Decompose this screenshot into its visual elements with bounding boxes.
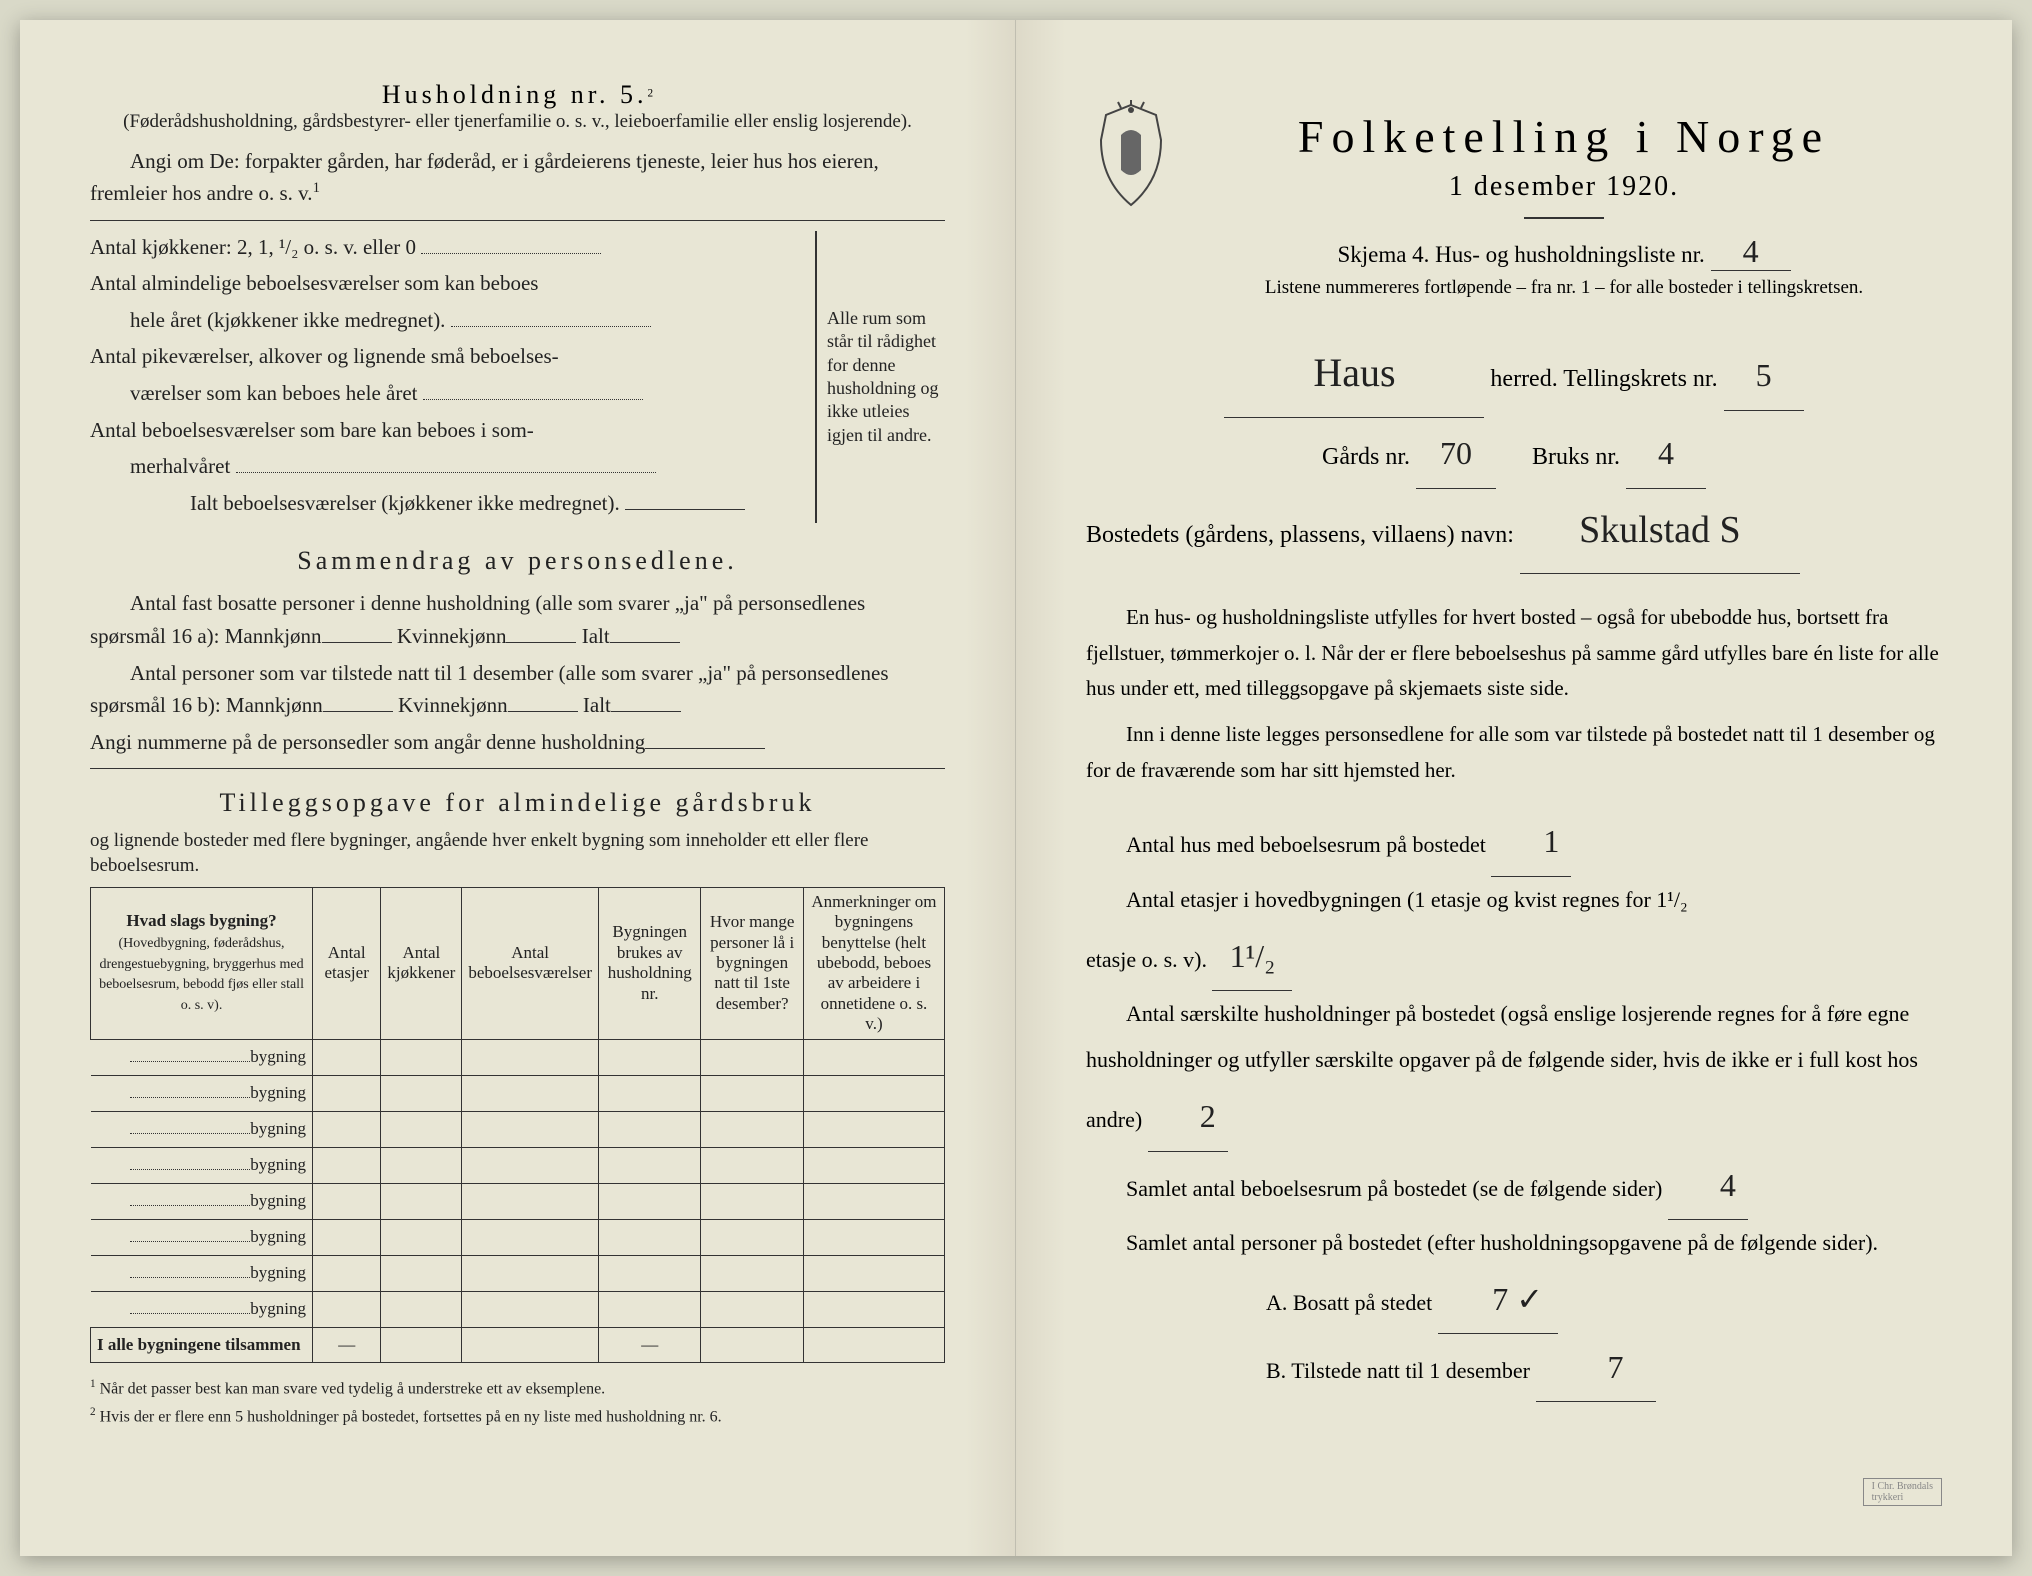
bldg-label: bygning bbox=[250, 1119, 306, 1138]
l3b: værelser som kan beboes hele året bbox=[130, 381, 417, 405]
qA: A. Bosatt på stedet bbox=[1266, 1290, 1432, 1315]
bldg-label: bygning bbox=[250, 1263, 306, 1282]
s2c: Ialt bbox=[583, 693, 611, 717]
bldg-label: bygning bbox=[250, 1047, 306, 1066]
th3: Antal kjøkkener bbox=[381, 887, 462, 1039]
liste-nr: 4 bbox=[1711, 233, 1791, 271]
l4b: merhalvåret bbox=[130, 454, 230, 478]
right-page: Folketelling i Norge 1 desember 1920. Sk… bbox=[1016, 20, 2012, 1556]
bldg-label: bygning bbox=[250, 1191, 306, 1210]
q1: Antal hus med beboelsesrum på bostedet bbox=[1126, 832, 1486, 857]
s3: Angi nummerne på de personsedler som ang… bbox=[90, 730, 645, 754]
farm-table: Hvad slags bygning? (Hovedbygning, føderå… bbox=[90, 887, 945, 1363]
h5-sup: 2 bbox=[647, 88, 653, 100]
h5-title: Husholdning nr. 5. bbox=[382, 80, 648, 109]
bosted-value: Skulstad S bbox=[1520, 489, 1800, 574]
divider bbox=[1524, 217, 1604, 219]
h5-sub: (Føderådshusholdning, gårdsbestyrer- ell… bbox=[90, 110, 945, 135]
th1a: Hvad slags bygning? bbox=[126, 911, 276, 930]
l3a: Antal pikeværelser, alkover og lignende … bbox=[90, 344, 559, 368]
fn1: Når det passer best kan man svare ved ty… bbox=[100, 1380, 606, 1397]
bruks-nr: 4 bbox=[1626, 418, 1706, 489]
printer-stamp: I Chr. Brøndalstrykkeri bbox=[1863, 1478, 1942, 1506]
bldg-label: bygning bbox=[250, 1083, 306, 1102]
bldg-label: bygning bbox=[250, 1299, 306, 1318]
s2b: Kvinnekjønn bbox=[398, 693, 508, 717]
krets-nr: 5 bbox=[1724, 340, 1804, 411]
q4: Samlet antal beboelsesrum på bostedet (s… bbox=[1126, 1176, 1662, 1201]
th4: Antal beboelsesværelser bbox=[462, 887, 599, 1039]
instr1: En hus- og husholdningsliste utfylles fo… bbox=[1086, 600, 1942, 707]
bldg-label: bygning bbox=[250, 1155, 306, 1174]
l5: Ialt beboelsesværelser (kjøkkener ikke m… bbox=[190, 491, 620, 515]
brace-text: Alle rum som står til rådighet for denne… bbox=[827, 307, 945, 447]
qB: B. Tilstede natt til 1 desember bbox=[1266, 1358, 1530, 1383]
gards-label: Gårds nr. bbox=[1322, 444, 1410, 470]
tillegg-title: Tilleggsopgave for almindelige gårdsbruk bbox=[90, 783, 945, 823]
gards-nr: 70 bbox=[1416, 418, 1496, 489]
th5: Bygningen brukes av husholdning nr. bbox=[598, 887, 700, 1039]
q5: Samlet antal personer på bostedet (efter… bbox=[1126, 1230, 1878, 1255]
questions: Antal hus med beboelsesrum på bostedet 1… bbox=[1086, 808, 1942, 1402]
bosted-label: Bostedets (gårdens, plassens, villaens) … bbox=[1086, 522, 1514, 548]
sum-row: I alle bygningene tilsammen bbox=[91, 1327, 313, 1362]
s1b: Kvinnekjønn bbox=[397, 624, 507, 648]
instr2: Inn i denne liste legges personsedlene f… bbox=[1086, 717, 1942, 788]
crest-svg bbox=[1086, 100, 1176, 210]
bldg-label: bygning bbox=[250, 1227, 306, 1246]
q2b: etasje o. s. v). bbox=[1086, 947, 1207, 972]
l1: Antal kjøkkener: 2, 1, ¹/₂ o. s. v. elle… bbox=[90, 235, 416, 259]
brace-note: Alle rum som står til rådighet for denne… bbox=[815, 231, 945, 523]
footnotes: 1 Når det passer best kan man svare ved … bbox=[90, 1377, 945, 1428]
th6: Hvor mange personer lå i bygningen natt … bbox=[701, 887, 803, 1039]
fn2: Hvis der er flere enn 5 husholdninger på… bbox=[100, 1408, 722, 1425]
q2a: Antal etasjer i hovedbygningen (1 etasje… bbox=[1126, 887, 1688, 912]
angi-text: Angi om De: forpakter gården, har føderå… bbox=[90, 149, 879, 206]
q3-val: 2 bbox=[1148, 1083, 1228, 1151]
bruks-label: Bruks nr. bbox=[1532, 444, 1620, 470]
sammendrag-title: Sammendrag av personsedlene. bbox=[90, 541, 945, 581]
q2-val: 1¹/₂ bbox=[1212, 923, 1292, 991]
herred-value: Haus bbox=[1224, 329, 1484, 418]
l2b: hele året (kjøkkener ikke medregnet). bbox=[130, 308, 445, 332]
qB-val: 7 bbox=[1536, 1334, 1656, 1402]
subtitle: 1 desember 1920. bbox=[1186, 171, 1942, 203]
header-fields: Haus herred. Tellingskrets nr. 5 Gårds n… bbox=[1086, 329, 1942, 574]
th2: Antal etasjer bbox=[313, 887, 381, 1039]
instructions: En hus- og husholdningsliste utfylles fo… bbox=[1086, 600, 1942, 788]
qA-val: 7 ✓ bbox=[1438, 1266, 1558, 1334]
small-note: Listene nummereres fortløpende – fra nr.… bbox=[1186, 277, 1942, 299]
skjema-label: Skjema 4. Hus- og husholdningsliste nr. bbox=[1337, 242, 1704, 267]
q4-val: 4 bbox=[1668, 1152, 1748, 1220]
l4a: Antal beboelsesværelser som bare kan beb… bbox=[90, 418, 534, 442]
main-title: Folketelling i Norge bbox=[1186, 110, 1942, 163]
coat-of-arms-icon bbox=[1086, 100, 1176, 210]
document-spread: Husholdning nr. 5.2 (Føderådshusholdning… bbox=[20, 20, 2012, 1556]
left-page: Husholdning nr. 5.2 (Føderådshusholdning… bbox=[20, 20, 1016, 1556]
angi-sup: 1 bbox=[313, 180, 320, 196]
l2a: Antal almindelige beboelsesværelser som … bbox=[90, 271, 538, 295]
th7: Anmerkninger om bygningens benyttelse (h… bbox=[803, 887, 944, 1039]
th1b: (Hovedbygning, føderådshus, drengestueby… bbox=[99, 936, 304, 1013]
herred-label: herred. Tellingskrets nr. bbox=[1490, 366, 1717, 392]
s1c: Ialt bbox=[582, 624, 610, 648]
tillegg-sub: og lignende bosteder med flere bygninger… bbox=[90, 829, 945, 878]
rooms-block: Antal kjøkkener: 2, 1, ¹/₂ o. s. v. elle… bbox=[90, 231, 945, 523]
q1-val: 1 bbox=[1491, 808, 1571, 876]
